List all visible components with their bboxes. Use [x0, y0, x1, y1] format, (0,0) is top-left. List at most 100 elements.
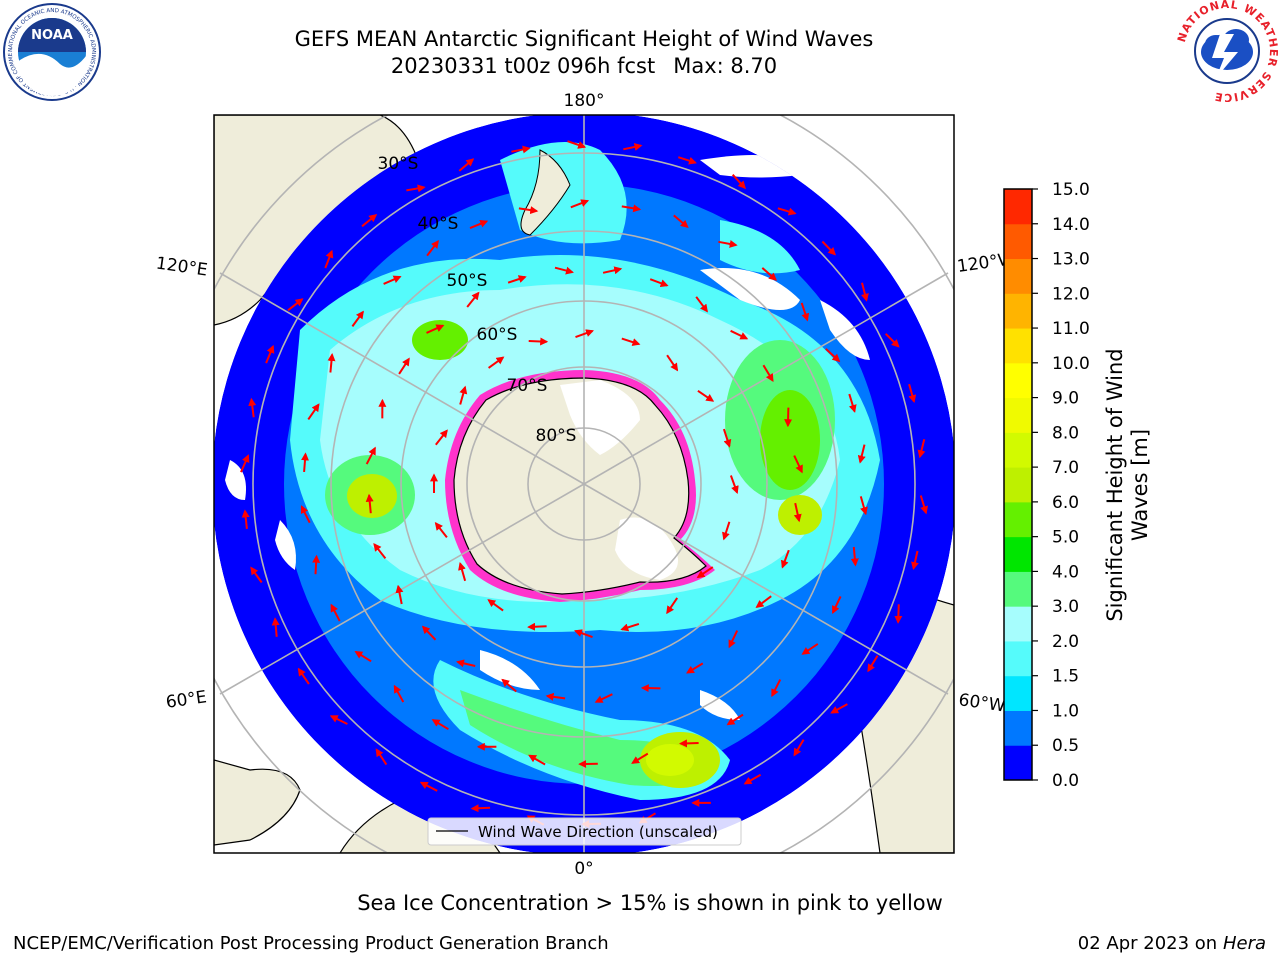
wave-direction-arrow — [850, 546, 859, 567]
wave-direction-arrow — [848, 393, 857, 413]
wave-direction-arrow — [458, 158, 475, 172]
colorbar-tick-label: 5.0 — [1052, 528, 1079, 548]
wave-direction-arrow — [300, 505, 311, 524]
footer-credit: NCEP/EMC/Verification Post Processing Pr… — [13, 933, 609, 954]
colorbar-tick-label: 2.0 — [1052, 632, 1079, 652]
footer-date-text: 02 Apr 2023 on — [1077, 933, 1218, 954]
legend-box — [427, 817, 742, 846]
colorbar-segment — [1004, 501, 1032, 538]
wave-direction-arrow — [406, 184, 426, 193]
colorbar-segment — [1004, 189, 1032, 225]
wave-direction-arrow — [383, 275, 402, 285]
lat-label-50s: 50°S — [447, 271, 488, 291]
wave-direction-arrow — [501, 678, 517, 693]
wave-direction-arrow — [375, 748, 388, 766]
map-title: GEFS MEAN Antarctic Significant Height o… — [294, 27, 874, 51]
lat-label-40s: 40°S — [418, 214, 459, 234]
lat-label-30s: 30°S — [378, 154, 419, 174]
wave-direction-arrow — [679, 739, 699, 748]
wave-direction-arrow — [250, 566, 263, 584]
wave-direction-arrow — [722, 521, 731, 541]
wave-direction-arrow — [528, 754, 546, 766]
wave-direction-arrow — [859, 496, 868, 516]
wave-direction-arrow — [649, 278, 669, 288]
colorbar-segment — [1004, 223, 1032, 260]
wave-direction-arrow — [351, 310, 364, 327]
colorbar-segment — [1004, 536, 1032, 572]
wave-direction-arrow — [620, 622, 640, 632]
lon-label-120e: 120°E — [155, 254, 209, 281]
wave-direction-arrow — [623, 143, 643, 151]
lon-label-0: 0° — [574, 859, 593, 879]
colorbar-tick-label: 13.0 — [1052, 250, 1090, 270]
wave-direction-arrow — [761, 267, 778, 281]
wave-direction-arrow — [666, 597, 679, 615]
colorbar-tick-label: 0.5 — [1052, 736, 1079, 756]
colorbar-tick-label: 9.0 — [1052, 389, 1079, 409]
colorbar-ticks: 0.0 0.5 1.0 1.5 2.0 3.0 4.0 5.0 6.0 7.0 8.0 9.0 10.0… — [1032, 180, 1090, 791]
wave-direction-arrow — [271, 617, 280, 637]
wave-direction-arrow — [640, 684, 661, 693]
wave-direction-arrow — [673, 214, 689, 229]
colorbar-segment — [1004, 710, 1032, 746]
wave-direction-arrow — [435, 429, 448, 446]
sea-ice-note: Sea Ice Concentration > 15% is shown in … — [357, 891, 943, 915]
colorbar-segment — [1004, 640, 1032, 677]
max-value: Max: 8.70 — [673, 54, 778, 78]
wave-direction-arrow — [570, 199, 590, 209]
wave-direction-arrow — [793, 739, 805, 757]
colorbar-tick-label: 14.0 — [1052, 215, 1090, 235]
wave-direction-arrow — [466, 291, 480, 308]
wave-direction-arrow — [771, 679, 782, 698]
wave-direction-arrow — [312, 554, 321, 575]
colorbar-segment — [1004, 467, 1032, 503]
wave-direction-arrow — [573, 629, 593, 639]
wave-direction-arrow — [301, 452, 309, 472]
colorbar-segment — [1004, 745, 1032, 781]
forecast-run: 20230331 t00z 096h fcst — [390, 54, 656, 78]
wave-direction-arrow — [718, 239, 738, 248]
noaa-logo: NATIONAL OCEANIC AND ATMOSPHERIC ADMINIS… — [2, 2, 101, 101]
wave-direction-arrow — [426, 240, 439, 257]
wave-direction-arrow — [545, 692, 566, 701]
wave-direction-arrow — [458, 561, 467, 582]
colorbar-segment — [1004, 362, 1032, 399]
lat-label-70s: 70°S — [507, 376, 548, 396]
colorbar-segment — [1004, 293, 1032, 329]
nws-logo: NATIONAL WEATHER SERVICE — [1176, 0, 1278, 102]
wave-direction-arrow — [777, 207, 797, 216]
wave-direction-arrow — [722, 428, 732, 448]
wave-direction-arrow — [830, 703, 848, 714]
colorbar-tick-label: 1.0 — [1052, 701, 1079, 721]
wave-direction-arrow — [421, 625, 437, 641]
wave-direction-arrow — [330, 603, 341, 622]
wave-direction-arrow — [594, 693, 613, 703]
wave-direction-arrow — [329, 715, 348, 725]
colorbar-segment — [1004, 432, 1032, 468]
wave-direction-arrow — [857, 444, 866, 464]
wave-direction-arrow — [621, 204, 642, 213]
wave-direction-arrow — [554, 266, 574, 275]
wave-direction-arrow — [398, 357, 410, 375]
wave-direction-arrow — [567, 140, 587, 149]
wave-direction-arrow — [800, 302, 810, 322]
colorbar-segment — [1004, 328, 1032, 364]
colorbar-tick-label: 10.0 — [1052, 354, 1090, 374]
colorbar-tick-label: 6.0 — [1052, 493, 1079, 513]
wave-direction-arrow — [911, 550, 919, 571]
wave-direction-arrow — [459, 385, 468, 405]
wave-direction-arrow — [861, 282, 869, 302]
wave-direction-arrow — [240, 454, 250, 473]
wave-direction-arrow — [686, 662, 704, 674]
wave-direction-arrow — [730, 329, 749, 340]
wave-direction-arrow — [265, 344, 275, 364]
wave-direction-arrow — [919, 495, 928, 515]
wave-direction-arrow — [755, 595, 772, 608]
wave-direction-arrow — [821, 240, 837, 256]
colorbar-tick-label: 12.0 — [1052, 284, 1090, 304]
lat-label-80s: 80°S — [536, 426, 577, 446]
wave-direction-arrow — [248, 397, 257, 418]
wave-direction-arrow — [297, 667, 310, 685]
